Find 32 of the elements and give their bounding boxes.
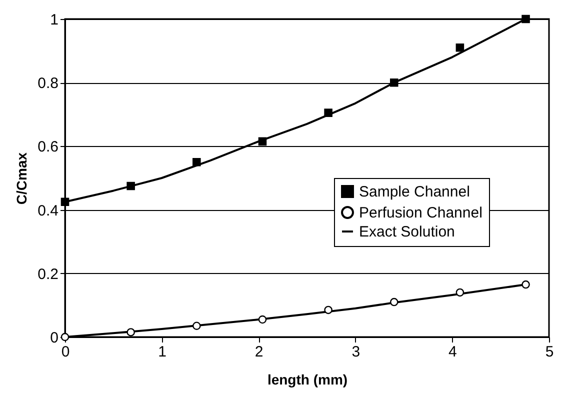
point (258, 137, 267, 146)
point (126, 182, 135, 190)
point (192, 322, 201, 330)
legend-label: Exact Solution (359, 224, 455, 240)
legend-label: Perfusion Channel (359, 204, 482, 222)
y-tick-label: 0.2 (38, 266, 58, 283)
x-tick-label: 1 (158, 344, 166, 360)
y-tick-label: 0 (50, 330, 58, 346)
point (324, 108, 332, 117)
point (390, 298, 398, 306)
point (258, 315, 267, 324)
x-axis-title: length (mm) (267, 372, 348, 388)
point (192, 158, 201, 166)
legend-label: Sample Channel (359, 184, 470, 200)
point (60, 198, 70, 206)
point (324, 306, 332, 314)
y-tick-label: 1 (50, 12, 58, 28)
y-tick-label: 0.6 (38, 138, 58, 156)
point (456, 288, 464, 297)
point (456, 43, 464, 52)
point (126, 328, 135, 336)
y-tick-label: 0.4 (38, 202, 58, 220)
y-axis-title: C/Cmax (14, 152, 30, 205)
x-tick-label: 3 (352, 344, 360, 360)
x-tick-label: 0 (61, 344, 70, 360)
x-tick-label: 4 (448, 344, 457, 360)
y-tick-label: 0.8 (38, 75, 58, 92)
x-tick-label: 2 (254, 344, 264, 360)
x-tick-label: 5 (545, 344, 554, 360)
point (390, 78, 398, 87)
point (522, 14, 530, 24)
point (522, 280, 530, 289)
